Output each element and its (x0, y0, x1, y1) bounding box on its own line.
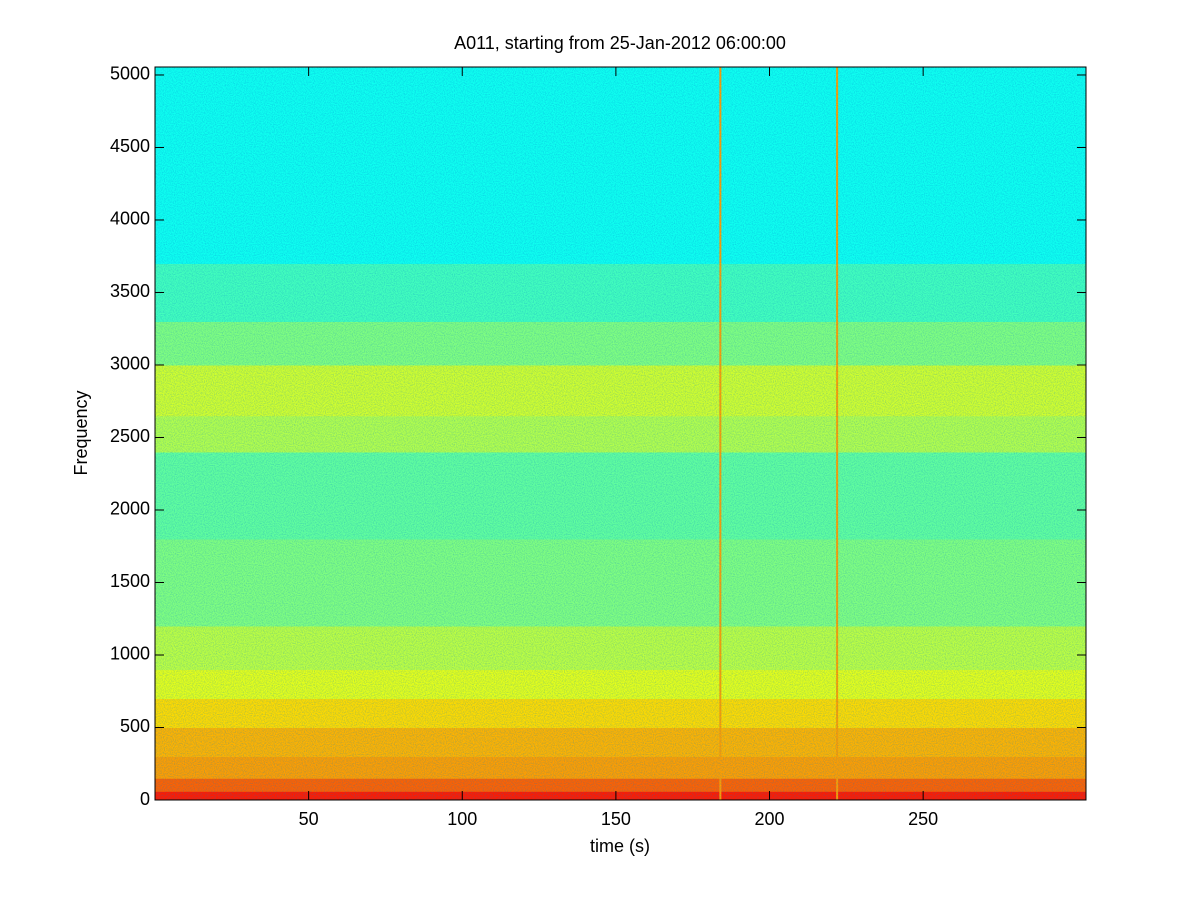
y-tick-label: 0 (140, 789, 150, 809)
y-tick-label: 5000 (110, 64, 150, 84)
y-tick-label: 4000 (110, 209, 150, 229)
axes: 50 100 150 200 25005001000150020002500300035… (110, 64, 1086, 829)
y-tick-label: 1500 (110, 571, 150, 591)
y-tick-label: 2000 (110, 499, 150, 519)
texture (155, 67, 1086, 800)
x-tick-label: 150 (601, 809, 631, 829)
x-tick-label: 100 (447, 809, 477, 829)
y-tick-label: 500 (120, 716, 150, 736)
y-tick-label: 1000 (110, 644, 150, 664)
x-axis-label: time (s) (590, 836, 650, 856)
y-tick-label: 3000 (110, 354, 150, 374)
y-axis-label: Frequency (71, 390, 91, 475)
x-tick-label: 200 (754, 809, 784, 829)
y-tick-label: 2500 (110, 426, 150, 446)
plot-frame (154, 66, 1087, 801)
x-tick-label: 50 (299, 809, 319, 829)
y-tick-label: 4500 (110, 136, 150, 156)
chart-title: A011, starting from 25-Jan-2012 06:00:00 (454, 33, 786, 53)
x-tick-label: 250 (908, 809, 938, 829)
y-tick-label: 3500 (110, 281, 150, 301)
